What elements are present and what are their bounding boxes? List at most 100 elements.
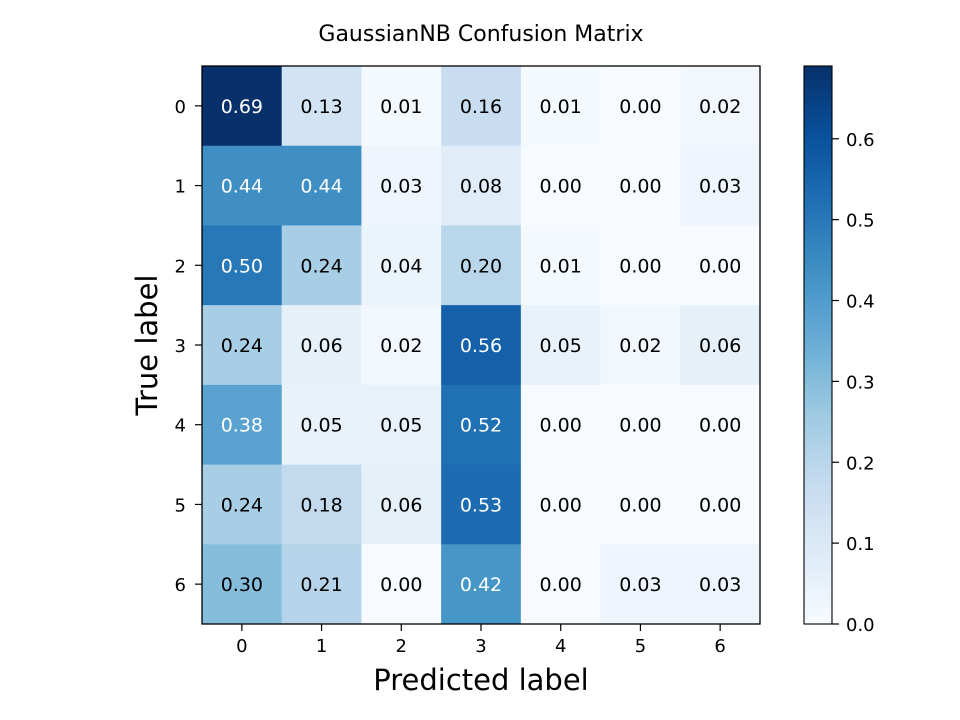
cell-value-label: 0.00 — [540, 415, 582, 437]
heatmap-cell — [202, 384, 283, 466]
cell-value-label: 0.03 — [699, 176, 741, 198]
y-tick-label: 1 — [175, 177, 186, 198]
heatmap-cell — [361, 544, 442, 625]
cell-value-label: 0.18 — [300, 494, 342, 516]
heatmap-cell — [202, 305, 283, 386]
heatmap-cell — [361, 225, 442, 306]
cell-value-label: 0.20 — [460, 255, 502, 277]
heatmap-cell — [680, 384, 761, 466]
cell-value-label: 0.44 — [221, 176, 263, 198]
colorbar-tick-label: 0.0 — [846, 615, 875, 636]
cell-value-label: 0.00 — [619, 96, 661, 118]
colorbar-tick-label: 0.5 — [846, 211, 875, 232]
cell-value-label: 0.06 — [380, 494, 422, 516]
x-tick-label: 2 — [396, 636, 407, 657]
x-axis-ticks: 0 1 2 3 4 5 6 — [236, 624, 726, 657]
heatmap-cell — [680, 544, 761, 625]
x-tick-label: 6 — [714, 636, 725, 657]
chart-title: GaussianNB Confusion Matrix — [318, 22, 643, 47]
cell-value-label: 0.08 — [460, 176, 502, 198]
heatmap-cell — [600, 305, 681, 386]
heatmap-cell — [520, 305, 602, 386]
cell-value-label: 0.00 — [540, 494, 582, 516]
colorbar-ticks: 0.0 0.1 0.2 0.3 0.4 0.5 0.6 — [832, 130, 875, 636]
cell-value-label: 0.42 — [460, 574, 502, 596]
colorbar-tick-label: 0.2 — [846, 453, 875, 474]
x-tick-label: 4 — [555, 636, 566, 657]
heatmap-cell — [441, 464, 522, 545]
cell-value-label: 0.01 — [540, 255, 582, 277]
heatmap-cell — [520, 464, 602, 545]
cell-value-label: 0.00 — [619, 255, 661, 277]
heatmap-cell — [202, 544, 283, 625]
x-tick-label: 1 — [316, 636, 327, 657]
cell-value-label: 0.05 — [380, 415, 422, 437]
heatmap-cell — [680, 464, 761, 545]
cell-value-label: 0.05 — [300, 415, 342, 437]
y-tick-label: 0 — [175, 97, 186, 118]
heatmap-cell — [600, 464, 681, 545]
heatmap-cell — [680, 305, 761, 386]
cell-value-label: 0.00 — [619, 415, 661, 437]
cell-value-label: 0.05 — [540, 335, 582, 357]
heatmap-cell — [520, 225, 602, 306]
cell-value-label: 0.38 — [221, 415, 263, 437]
heatmap-cell — [281, 464, 362, 545]
heatmap-cell — [361, 464, 442, 545]
cell-value-label: 0.24 — [221, 335, 263, 357]
heatmap-cell — [441, 384, 522, 466]
heatmap-cell-labels: 0.69 0.13 0.01 0.16 0.01 0.00 0.02 0.44 0.44 0.03… — [221, 96, 742, 596]
heatmap-cell — [600, 145, 681, 226]
x-tick-label: 3 — [475, 636, 486, 657]
cell-value-label: 0.03 — [699, 574, 741, 596]
y-tick-label: 3 — [175, 336, 186, 357]
x-axis-label: Predicted label — [373, 663, 589, 697]
heatmap-cell — [680, 225, 761, 306]
cell-value-label: 0.04 — [380, 255, 422, 277]
colorbar-tick-label: 0.4 — [846, 292, 875, 313]
heatmap-cell — [520, 544, 602, 625]
heatmap-cell — [281, 225, 362, 306]
cell-value-label: 0.00 — [619, 176, 661, 198]
heatmap-cells — [202, 66, 761, 625]
heatmap-cell — [281, 544, 362, 625]
heatmap-cell — [361, 384, 442, 466]
cell-value-label: 0.00 — [540, 574, 582, 596]
y-axis-label: True label — [130, 275, 164, 417]
heatmap-cell — [281, 145, 362, 226]
cell-value-label: 0.00 — [619, 494, 661, 516]
colorbar — [804, 66, 832, 624]
heatmap-cell — [281, 305, 362, 386]
x-tick-label: 5 — [635, 636, 646, 657]
cell-value-label: 0.00 — [540, 176, 582, 198]
cell-value-label: 0.52 — [460, 415, 502, 437]
cell-value-label: 0.16 — [460, 96, 502, 118]
y-tick-label: 5 — [175, 495, 186, 516]
cell-value-label: 0.13 — [300, 96, 342, 118]
heatmap-cell — [202, 145, 283, 226]
heatmap-cell — [441, 66, 522, 147]
cell-value-label: 0.00 — [380, 574, 422, 596]
y-tick-label: 2 — [175, 256, 186, 277]
y-axis-ticks: 0 1 2 3 4 5 6 — [175, 97, 202, 596]
heatmap-cell — [520, 145, 602, 226]
heatmap-cell — [600, 225, 681, 306]
heatmap-cell — [680, 66, 761, 147]
cell-value-label: 0.24 — [300, 255, 342, 277]
cell-value-label: 0.01 — [540, 96, 582, 118]
y-tick-label: 6 — [175, 575, 186, 596]
cell-value-label: 0.56 — [460, 335, 502, 357]
heatmap-cell — [441, 145, 522, 226]
cell-value-label: 0.02 — [699, 96, 741, 118]
cell-value-label: 0.24 — [221, 494, 263, 516]
colorbar-tick-label: 0.3 — [846, 372, 875, 393]
heatmap-cell — [520, 66, 602, 147]
heatmap-cell — [520, 384, 602, 466]
x-tick-label: 0 — [236, 636, 247, 657]
cell-value-label: 0.01 — [380, 96, 422, 118]
colorbar-tick-label: 0.6 — [846, 130, 875, 151]
heatmap-cell — [600, 66, 681, 147]
heatmap-cell — [281, 66, 362, 147]
heatmap-cell — [361, 66, 442, 147]
